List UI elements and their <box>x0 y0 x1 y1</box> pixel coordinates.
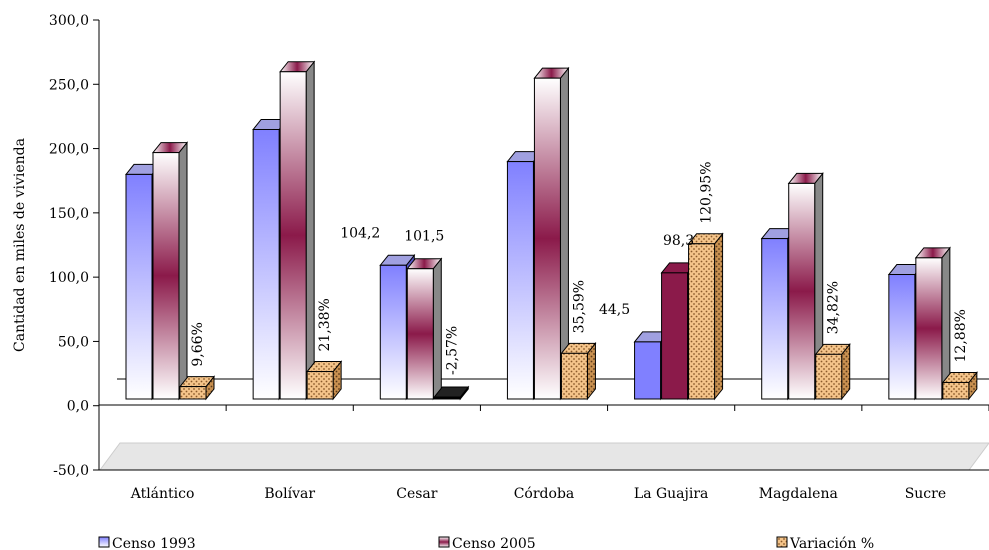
bar-variacion <box>560 341 597 401</box>
bar-variacion <box>941 371 978 401</box>
bar-front <box>306 371 334 400</box>
bar-front <box>915 257 943 400</box>
bar-variacion <box>687 232 724 401</box>
bar-front <box>125 173 153 400</box>
legend-label-censo-2005: Censo 2005 <box>452 536 536 550</box>
bar-front <box>688 243 716 400</box>
y-tick-label: 200,0 <box>49 142 89 158</box>
x-tick-label: Córdoba <box>514 486 575 502</box>
bar-censo-2005 <box>406 257 443 401</box>
data-label-variacion: 34,82% <box>826 281 842 334</box>
data-label-variacion: -2,57% <box>444 326 460 375</box>
bar-front <box>152 152 180 400</box>
bar-front <box>252 129 280 400</box>
legend-item-censo-2005: Censo 2005 <box>438 536 536 550</box>
legend-swatch-censo-2005 <box>438 536 450 548</box>
bars <box>124 60 978 401</box>
y-tick-label: 0,0 <box>67 399 89 415</box>
bar-censo-2005 <box>151 141 189 401</box>
y-tick-label: -50,0 <box>53 463 89 479</box>
bar-front <box>279 71 307 400</box>
x-tick-label: Cesar <box>396 486 438 502</box>
bar-variacion <box>178 375 216 401</box>
bar-front <box>788 182 816 400</box>
bar-front <box>379 264 407 400</box>
bar-front <box>533 77 561 400</box>
bar-front <box>179 386 207 400</box>
x-axis-categories: Atlántico Bolívar Cesar Córdoba La Guajira Ma… <box>130 405 989 502</box>
data-label-variacion: 9,66% <box>190 322 206 366</box>
bar-variacion <box>814 342 851 401</box>
data-labels: 9,66% 21,38% 104,2 101,5 -2,57% 35,59% 44,5 98,… <box>190 161 969 375</box>
legend-label-variacion: Variación % <box>789 536 874 550</box>
data-label-variacion: 120,95% <box>699 161 715 223</box>
y-tick-label: 300,0 <box>49 13 89 29</box>
data-label-censo-2005: 98,3 <box>663 233 694 249</box>
x-tick-label: Sucre <box>905 486 946 502</box>
bar-censo-2005 <box>533 66 570 401</box>
y-axis-ticks: 300,0 250,0 200,0 150,0 100,0 50,0 0,0 -50,0 <box>49 13 99 479</box>
x-tick-label: Magdalena <box>759 486 838 502</box>
bar-front <box>406 268 434 400</box>
legend-item-variacion: Variación % <box>776 536 874 550</box>
y-tick-label: 250,0 <box>49 77 89 93</box>
x-tick-label: Atlántico <box>130 486 195 502</box>
legend: Censo 1993 Censo 2005 Variación % <box>98 536 874 550</box>
bar-variacion <box>306 360 343 401</box>
data-label-variacion: 21,38% <box>317 298 333 351</box>
y-tick-label: 100,0 <box>49 270 89 286</box>
data-label-variacion: 12,88% <box>953 309 969 362</box>
bar-side <box>178 141 188 401</box>
data-label-censo-2005: 101,5 <box>404 229 444 245</box>
bar-variacion <box>433 385 470 401</box>
data-label-variacion: 35,59% <box>571 280 587 333</box>
bar-front <box>661 272 689 400</box>
bar-censo-2005 <box>914 246 951 401</box>
x-tick-label: La Guajira <box>634 486 709 502</box>
bar-front <box>560 352 588 400</box>
legend-item-censo-1993: Censo 1993 <box>98 536 196 550</box>
bar-front <box>942 381 970 400</box>
bar-front <box>815 353 843 400</box>
chart-floor <box>99 442 989 471</box>
bar-side <box>432 257 442 401</box>
bar-censo-2005 <box>787 171 824 401</box>
legend-swatch-variacion <box>776 536 788 548</box>
y-tick-label: 150,0 <box>49 206 89 222</box>
bar-side <box>714 232 724 401</box>
legend-swatch-censo-1993 <box>98 536 110 548</box>
bar-front <box>506 161 534 400</box>
bar-front <box>888 274 916 400</box>
y-axis-label: Cantidad en miles de vivienda <box>12 138 28 352</box>
data-label-censo-1993: 104,2 <box>340 225 380 241</box>
data-label-censo-1993: 44,5 <box>599 302 630 318</box>
legend-label-censo-1993: Censo 1993 <box>112 536 196 550</box>
bar-censo-2005 <box>279 60 316 401</box>
bar-front <box>433 396 461 400</box>
bar-front <box>761 238 789 400</box>
bar-side <box>305 60 315 401</box>
y-tick-label: 50,0 <box>58 334 89 350</box>
x-tick-label: Bolívar <box>264 486 315 502</box>
bar-front <box>634 341 662 400</box>
